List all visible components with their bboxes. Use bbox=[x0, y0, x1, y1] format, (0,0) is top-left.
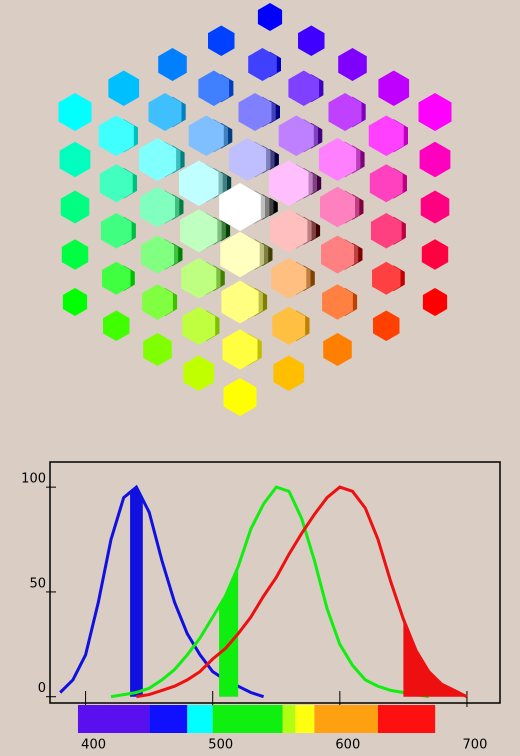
spectrum-band bbox=[378, 705, 435, 733]
cube-cell bbox=[142, 284, 173, 320]
cube-cell bbox=[279, 116, 314, 157]
plot-frame bbox=[50, 462, 500, 703]
y-tick-label: 50 bbox=[29, 576, 46, 591]
cube-cell bbox=[369, 116, 404, 157]
cube-cell bbox=[141, 236, 174, 274]
cube-cell bbox=[270, 209, 307, 252]
cube-cell bbox=[101, 213, 132, 249]
cube-cell bbox=[61, 191, 90, 224]
cube-cell bbox=[372, 262, 401, 295]
cube-cell bbox=[421, 191, 450, 224]
x-tick-label: 500 bbox=[208, 738, 233, 753]
spectrum-band bbox=[78, 705, 149, 733]
cube-cell bbox=[183, 356, 214, 392]
x-tick-label: 700 bbox=[463, 738, 488, 753]
x-tick-label: 400 bbox=[81, 738, 106, 753]
cube-cell bbox=[179, 161, 219, 207]
cube-cell bbox=[239, 93, 272, 131]
cube-cell bbox=[182, 307, 215, 345]
cube-cell bbox=[108, 71, 139, 107]
cube-cell bbox=[422, 239, 448, 269]
cube-cell bbox=[229, 138, 266, 181]
cube-cell bbox=[288, 71, 319, 107]
cube-cell bbox=[221, 281, 258, 324]
cube-cell bbox=[100, 164, 133, 202]
page: 050100400500600700 (() => { const data =… bbox=[0, 0, 520, 756]
cube-cell bbox=[373, 311, 400, 342]
cube-cell bbox=[272, 307, 305, 345]
spectrum-band bbox=[314, 705, 378, 733]
cube-cell bbox=[59, 93, 92, 131]
cube-cell bbox=[258, 3, 282, 31]
cube-cell bbox=[63, 288, 87, 316]
x-tick-label: 600 bbox=[335, 738, 360, 753]
highlight-area bbox=[130, 487, 143, 697]
cube-cell bbox=[181, 258, 216, 299]
series-line bbox=[111, 487, 429, 697]
cube-cell bbox=[140, 187, 175, 228]
cube-cell bbox=[371, 213, 402, 249]
spectrum-band bbox=[149, 705, 187, 733]
cube-cell bbox=[139, 138, 176, 181]
y-tick-label: 0 bbox=[38, 681, 46, 696]
cube-cell bbox=[323, 333, 352, 366]
cube-cell bbox=[378, 71, 409, 107]
cube-cell bbox=[223, 329, 258, 370]
cube-cell bbox=[320, 187, 355, 228]
cube-cell bbox=[60, 142, 91, 178]
cube-cell bbox=[321, 236, 354, 274]
cube-cell bbox=[208, 26, 235, 57]
y-tick-label: 100 bbox=[21, 472, 46, 487]
cube-cell bbox=[99, 116, 134, 157]
cube-cell bbox=[423, 288, 447, 316]
cube-cell bbox=[319, 138, 356, 181]
cube-cell bbox=[143, 333, 172, 366]
color-cube bbox=[59, 3, 452, 416]
spectrum-band bbox=[187, 705, 212, 733]
cube-cell bbox=[189, 116, 224, 157]
cube-cell bbox=[338, 48, 367, 81]
cube-cell bbox=[271, 258, 306, 299]
cube-cell bbox=[322, 284, 353, 320]
cube-cell bbox=[273, 356, 304, 392]
figure: 0 50 100 400 500 600 700 bbox=[0, 0, 520, 756]
spectrum-band bbox=[295, 705, 314, 733]
cube-cell bbox=[198, 71, 229, 107]
cube-cell bbox=[370, 164, 403, 202]
cube-cell bbox=[269, 161, 309, 207]
cube-cell bbox=[329, 93, 362, 131]
cube-cell bbox=[419, 93, 452, 131]
cube-cell bbox=[62, 239, 88, 269]
cube-cell bbox=[220, 232, 259, 277]
cube-cell bbox=[180, 209, 217, 252]
cube-cell bbox=[102, 262, 131, 295]
cube-cell bbox=[248, 48, 277, 81]
spectrum-band bbox=[213, 705, 283, 733]
cube-cell bbox=[158, 48, 187, 81]
cube-cell bbox=[149, 93, 182, 131]
spectrum-band bbox=[283, 705, 296, 733]
highlight-area bbox=[403, 619, 467, 697]
cube-cell bbox=[224, 378, 257, 416]
cube-cell bbox=[420, 142, 451, 178]
cube-cell bbox=[103, 311, 130, 342]
cube-cell bbox=[298, 26, 325, 57]
